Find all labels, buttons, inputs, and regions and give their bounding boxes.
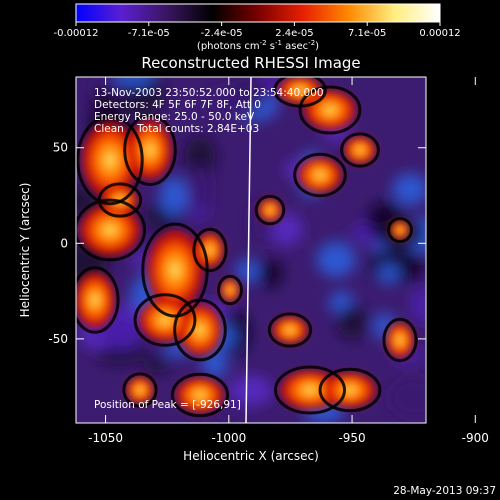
y-tick-label: 0: [60, 236, 68, 250]
info-block: 13-Nov-2003 23:50:52.000 to 23:54:40.000…: [94, 87, 324, 135]
x-tick-label: -1050: [88, 431, 123, 445]
y-tick-label: -50: [48, 332, 68, 346]
colorbar-tick-label: 2.4e-05: [275, 28, 313, 39]
timestamp: 28-May-2013 09:37: [393, 485, 496, 497]
info-detectors: Detectors: 4F 5F 6F 7F 8F, Att 0: [94, 99, 261, 111]
plot-title: Reconstructed RHESSI Image: [141, 54, 360, 72]
colorbar-tick-label: 0.00012: [419, 28, 460, 39]
info-counts: Clean Total counts: 2.84E+03: [94, 123, 259, 135]
colorbar-tick-label: -7.1e-05: [128, 28, 170, 39]
image-panel: [76, 77, 426, 423]
info-energy: Energy Range: 25.0 - 50.0 keV: [94, 111, 255, 123]
x-tick-label: -950: [338, 431, 365, 445]
y-axis-ticks: 50 0 -50: [48, 141, 426, 346]
colorbar-tick-label: -0.00012: [54, 28, 99, 39]
x-axis-label: Heliocentric X (arcsec): [183, 449, 319, 463]
peak-position-label: Position of Peak = [-926,91]: [94, 399, 241, 411]
colorbar-tick-label: -2.4e-05: [201, 28, 243, 39]
colorbar: [75, 3, 441, 23]
x-tick-label: -900: [462, 431, 489, 445]
colorbar-tick-label: 7.1e-05: [348, 28, 386, 39]
info-time: 13-Nov-2003 23:50:52.000 to 23:54:40.000: [94, 87, 324, 99]
y-tick-label: 50: [53, 141, 68, 155]
x-tick-label: -1000: [211, 431, 246, 445]
colorbar-ticks: -0.00012 -7.1e-05 -2.4e-05 2.4e-05 7.1e-05 0.…: [54, 22, 461, 39]
y-axis-label: Heliocentric Y (arcsec): [18, 183, 32, 318]
plot-frame: [75, 76, 427, 424]
solar-limb-line: [245, 76, 252, 424]
colorbar-units: (photons cm-2 s-1 asec-2): [197, 39, 319, 52]
x-axis-ticks: -1050 -1000 -950 -900: [88, 77, 489, 445]
